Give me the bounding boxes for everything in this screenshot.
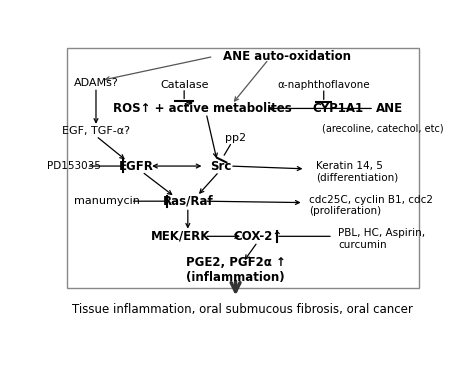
Text: Catalase: Catalase [160, 80, 209, 89]
Text: manumycin: manumycin [74, 196, 140, 206]
Text: α-naphthoflavone: α-naphthoflavone [277, 80, 370, 89]
Text: (arecoline, catechol, etc): (arecoline, catechol, etc) [322, 123, 443, 133]
Text: ADAMs?: ADAMs? [73, 78, 118, 88]
Text: EGF, TGF-α?: EGF, TGF-α? [62, 126, 130, 136]
Text: Tissue inflammation, oral submucous fibrosis, oral cancer: Tissue inflammation, oral submucous fibr… [73, 303, 413, 316]
Text: ANE: ANE [376, 102, 403, 115]
Text: COX-2↑: COX-2↑ [233, 230, 282, 243]
Text: Ras/Raf: Ras/Raf [163, 195, 213, 208]
Text: PGE2, PGF2α ↑
(inflammation): PGE2, PGF2α ↑ (inflammation) [186, 256, 285, 284]
Text: pp2: pp2 [225, 133, 246, 143]
Text: MEK/ERK: MEK/ERK [151, 230, 210, 243]
Text: ANE auto-oxidation: ANE auto-oxidation [223, 50, 351, 63]
Text: cdc25C, cyclin B1, cdc2
(proliferation): cdc25C, cyclin B1, cdc2 (proliferation) [309, 195, 433, 216]
Bar [66, 48, 419, 288]
Text: PD153035: PD153035 [47, 161, 101, 171]
Text: PBL, HC, Aspirin,
curcumin: PBL, HC, Aspirin, curcumin [338, 228, 426, 250]
Text: ROS↑ + active metabolites: ROS↑ + active metabolites [113, 102, 292, 115]
Text: Src: Src [210, 160, 232, 173]
Text: EGFR: EGFR [119, 160, 154, 173]
Text: CYP1A1: CYP1A1 [313, 102, 364, 115]
Text: Keratin 14, 5
(differentiation): Keratin 14, 5 (differentiation) [316, 161, 399, 182]
